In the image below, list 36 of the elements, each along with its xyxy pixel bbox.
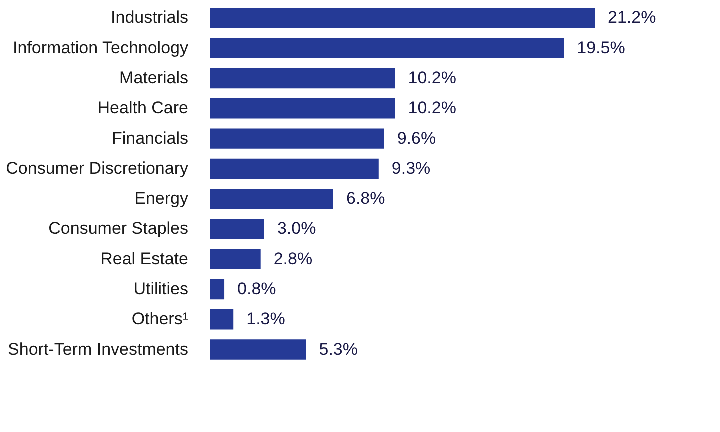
data-label: 5.3% xyxy=(319,340,358,359)
y-tick-label: Consumer Staples xyxy=(48,219,188,238)
bar xyxy=(210,219,264,240)
data-label: 19.5% xyxy=(577,38,626,58)
y-tick-label: Others¹ xyxy=(132,310,189,329)
bar xyxy=(210,158,379,180)
data-label: 10.2% xyxy=(408,98,456,118)
bar xyxy=(210,340,306,360)
y-tick-label: Financials xyxy=(112,128,188,148)
bar xyxy=(210,98,396,119)
data-label: 1.3% xyxy=(246,310,286,329)
bar xyxy=(210,249,261,270)
data-label: 9.3% xyxy=(392,158,431,178)
y-tick-label: Information Technology xyxy=(13,38,189,58)
data-label: 21.2% xyxy=(608,8,656,28)
data-label: 9.6% xyxy=(397,128,436,148)
y-tick-label: Health Care xyxy=(98,98,188,118)
bar xyxy=(210,8,595,28)
y-tick-label: Utilities xyxy=(134,279,188,298)
data-label: 0.8% xyxy=(238,279,276,298)
bar xyxy=(210,188,334,210)
y-tick-label: Energy xyxy=(134,189,189,208)
bar xyxy=(210,68,396,89)
y-tick-label: Real Estate xyxy=(100,249,188,268)
bar xyxy=(210,279,225,300)
y-tick-label: Short-Term Investments xyxy=(8,340,188,359)
data-label: 10.2% xyxy=(408,68,456,88)
data-label: 6.8% xyxy=(346,189,386,208)
y-tick-label: Materials xyxy=(120,68,188,88)
y-tick-label: Consumer Discretionary xyxy=(6,158,189,178)
bar xyxy=(210,128,384,149)
data-label: 3.0% xyxy=(277,219,316,238)
data-label: 2.8% xyxy=(274,249,313,268)
y-tick-label: Industrials xyxy=(111,8,188,28)
bar xyxy=(210,38,564,58)
bar xyxy=(210,310,234,330)
